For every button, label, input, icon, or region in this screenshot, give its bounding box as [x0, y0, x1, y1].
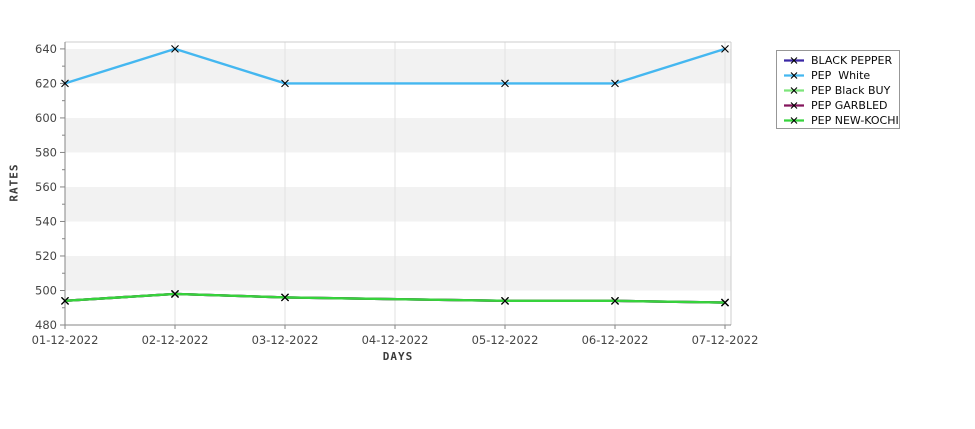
- y-tick-label: 600: [35, 111, 57, 125]
- x-marker-icon: [501, 79, 509, 88]
- x-marker-icon: [721, 45, 729, 53]
- legend-item-pep-white: PEP White: [782, 68, 899, 83]
- y-tick-label: 560: [35, 180, 57, 194]
- x-marker-icon: [61, 296, 69, 305]
- x-tick-label: 04-12-2022: [362, 333, 429, 347]
- y-tick-label: 640: [35, 42, 57, 56]
- x-marker-icon: [721, 298, 729, 307]
- x-marker-icon: [171, 45, 179, 53]
- line-x-marker-icon: [784, 87, 804, 94]
- series-line-pep-white: [64, 47, 726, 85]
- x-tick-label: 05-12-2022: [472, 333, 539, 347]
- legend-item-pep-black-buy: PEP Black BUY: [782, 83, 899, 98]
- series-markers-pep-white: [61, 45, 729, 88]
- band: [65, 42, 731, 49]
- x-marker-icon: [611, 296, 619, 305]
- x-marker-icon: [281, 79, 289, 88]
- line-x-marker-icon: [784, 117, 804, 124]
- line-x-marker-icon: [784, 72, 804, 79]
- legend-item-label: PEP Black BUY: [811, 84, 891, 97]
- legend-item-black-pepper: BLACK PEPPER: [782, 53, 899, 68]
- band: [65, 152, 731, 187]
- x-axis-title: DAYS: [382, 350, 414, 363]
- y-tick-label: 520: [35, 249, 57, 263]
- legend-item-label: BLACK PEPPER: [811, 54, 893, 67]
- band: [65, 117, 731, 153]
- line-x-marker-icon: [784, 102, 804, 109]
- legend-item-pep-garbled: PEP GARBLED: [782, 98, 899, 113]
- band: [65, 186, 731, 222]
- y-tick-label: 540: [35, 214, 57, 228]
- x-tick-label: 02-12-2022: [142, 333, 209, 347]
- legend-item-label: PEP White: [811, 69, 871, 82]
- series-markers-pep-new-kochi: [61, 290, 729, 307]
- x-marker-icon: [281, 293, 289, 302]
- band: [65, 48, 731, 84]
- x-marker-icon: [501, 296, 509, 305]
- legend-item-label: PEP NEW-KOCHI: [811, 114, 899, 127]
- line-x-marker-icon: [784, 57, 804, 64]
- x-tick-label: 01-12-2022: [32, 333, 99, 347]
- x-tick-label: 03-12-2022: [252, 333, 319, 347]
- plot-bands: [65, 42, 731, 325]
- x-marker-icon: [171, 290, 179, 298]
- legend-item-pep-new-kochi: PEP NEW-KOCHI: [782, 113, 899, 128]
- legend-item-label: PEP GARBLED: [811, 99, 888, 112]
- y-tick-label: 500: [35, 283, 57, 297]
- x-axis-ticks: 01-12-2022 02-12-2022 03-12-2022 04-12-2022…: [32, 325, 759, 347]
- band: [65, 255, 731, 291]
- series-line-pep-new-kochi: [64, 292, 726, 304]
- x-tick-label: 07-12-2022: [692, 333, 759, 347]
- legend: BLACK PEPPER PEP White PEP Black BUY PEP GA…: [776, 50, 900, 129]
- y-tick-label: 620: [35, 76, 57, 90]
- plot-frame: [64, 41, 732, 326]
- y-tick-label: 480: [35, 318, 57, 332]
- x-marker-icon: [61, 79, 69, 88]
- y-axis-ticks: 480 500 520 540 560 580 600 620 640: [35, 42, 65, 332]
- band: [65, 290, 731, 325]
- x-marker-icon: [611, 79, 619, 88]
- y-tick-label: 580: [35, 145, 57, 159]
- band: [65, 83, 731, 118]
- band: [65, 221, 731, 256]
- x-tick-label: 06-12-2022: [582, 333, 649, 347]
- y-axis-title: RATES: [7, 163, 21, 202]
